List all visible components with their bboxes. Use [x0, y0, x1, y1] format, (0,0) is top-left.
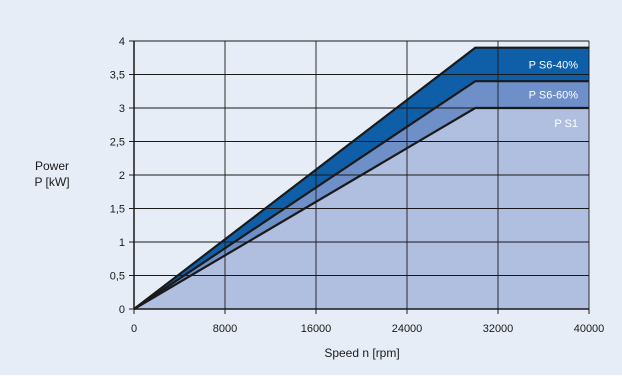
y-tick-label: 0 [119, 304, 125, 316]
y-axis-title-line1: Power [35, 159, 69, 173]
x-tick-label: 32000 [483, 323, 514, 335]
axes [129, 40, 590, 314]
x-tick-label: 16000 [301, 323, 332, 335]
y-tick-label: 4 [119, 36, 125, 48]
y-tick-label: 0,5 [110, 271, 125, 283]
series-areas [134, 47, 589, 309]
line-p-s6-40 [133, 46, 589, 310]
x-tick-label: 24000 [392, 323, 423, 335]
line-p-s6-60 [133, 80, 589, 310]
y-tick-label: 1,5 [110, 204, 125, 216]
line-p-s1 [133, 106, 589, 310]
series-labels: P S6-40% P S6-60% P S1 [529, 59, 579, 130]
series-label-p-s6-60: P S6-60% [529, 90, 579, 102]
x-axis-title: Speed n [rpm] [324, 346, 399, 360]
series-label-p-s6-40: P S6-40% [529, 59, 579, 71]
series-label-p-s1: P S1 [554, 118, 578, 130]
x-tick-labels: 0 8000 16000 24000 32000 40000 [131, 323, 604, 335]
y-tick-label: 2,5 [110, 137, 125, 149]
series-outlines [133, 46, 589, 310]
y-tick-labels: 0 0,5 1 1,5 2 2,5 3 3,5 4 [110, 36, 125, 316]
y-tick-label: 3,5 [110, 70, 125, 82]
y-axis-title-line2: P [kW] [34, 175, 69, 189]
y-tick-label: 1 [119, 237, 125, 249]
x-tick-label: 8000 [213, 323, 237, 335]
x-tick-label: 0 [131, 323, 137, 335]
x-tick-label: 40000 [574, 323, 605, 335]
y-tick-label: 2 [119, 170, 125, 182]
y-tick-label: 3 [119, 103, 125, 115]
